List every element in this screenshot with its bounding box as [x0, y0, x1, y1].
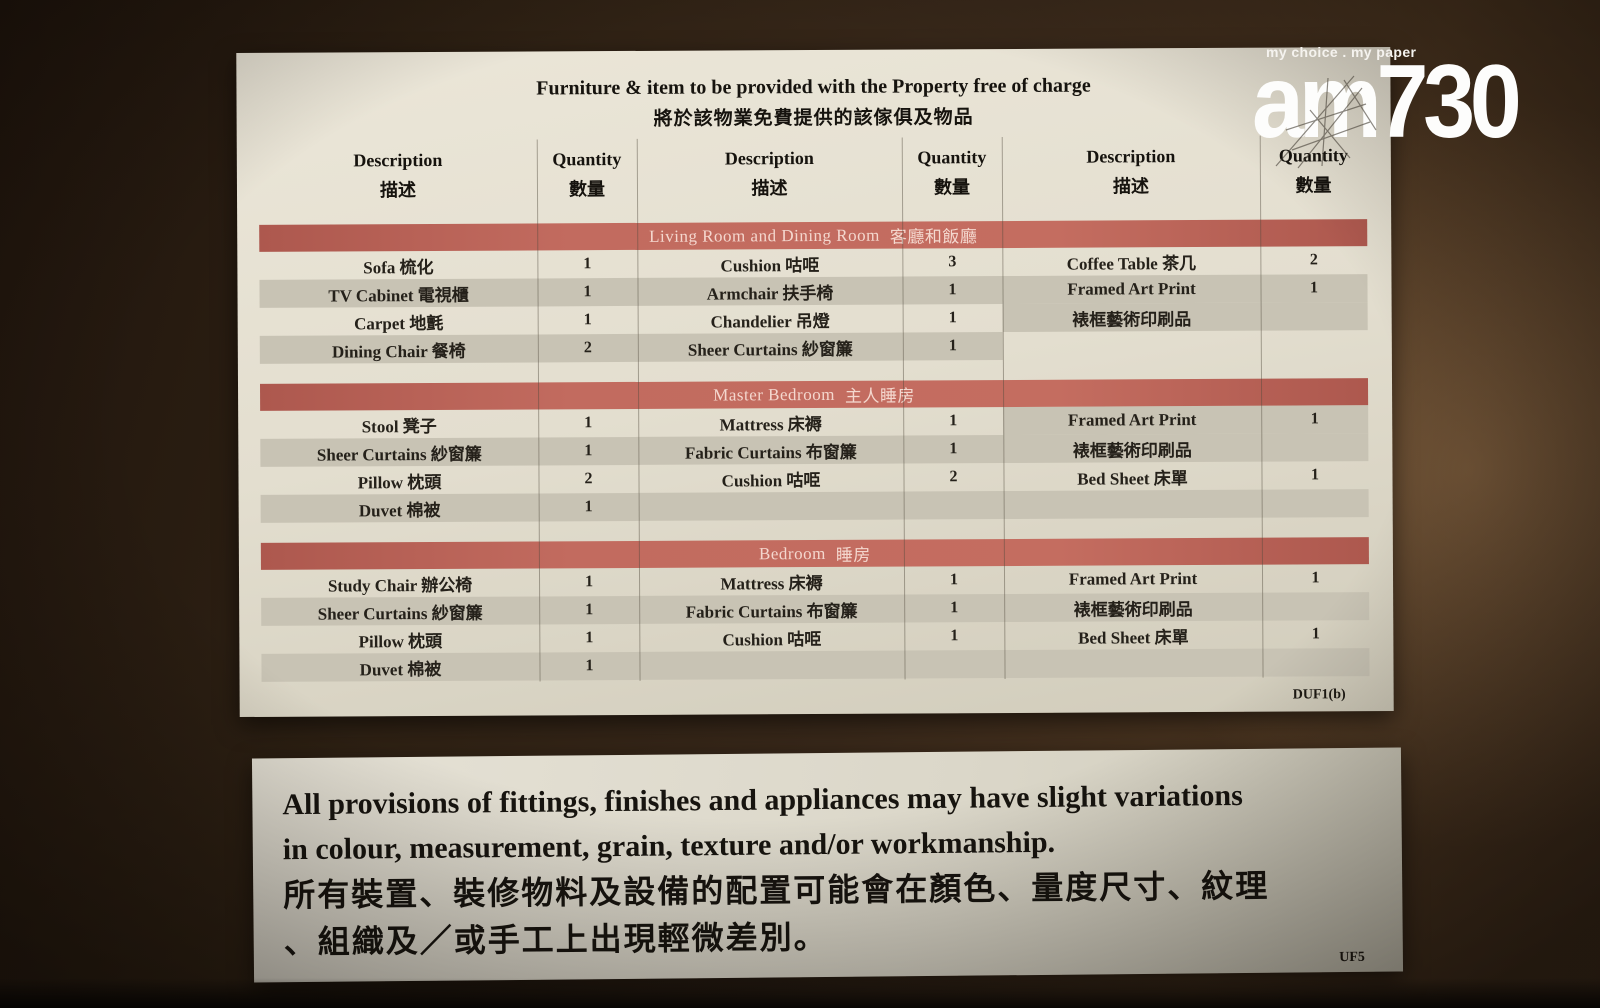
am730-logo: my choice . my paper am730	[1252, 44, 1592, 169]
logo-tagline: my choice . my paper	[1266, 44, 1417, 60]
bottom-shadow	[0, 978, 1600, 1008]
logo-brand: am730	[1252, 44, 1522, 160]
